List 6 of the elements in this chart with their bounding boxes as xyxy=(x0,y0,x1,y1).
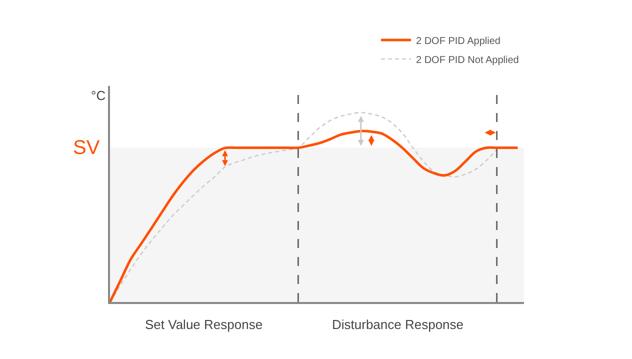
band-label: SV xyxy=(73,137,100,159)
text: Disturbance Response xyxy=(332,317,464,332)
legend-label: 2 DOF PID Not Applied xyxy=(416,54,519,66)
legend-label: 2 DOF PID Applied xyxy=(416,36,500,47)
y-axis-title: °C xyxy=(91,88,106,103)
text: Set Value Response xyxy=(145,317,263,332)
